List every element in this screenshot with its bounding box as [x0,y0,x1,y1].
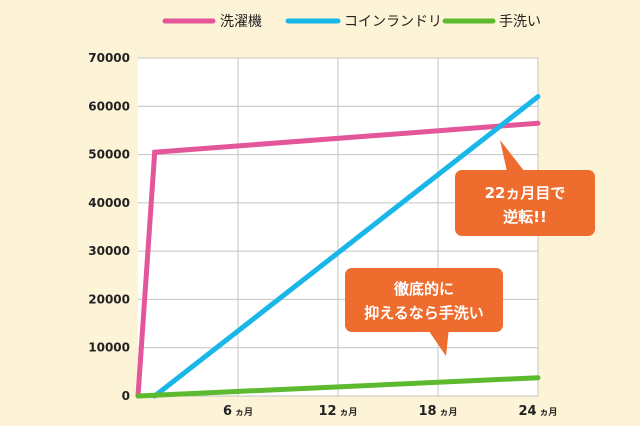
y-tick-label: 10000 [88,341,130,355]
callout-pointer [500,140,528,176]
legend-label: コインランドリー [344,14,456,30]
callout-line: 22ヵ月目で [485,184,566,202]
callout-handwash: 徹底的に 抑えるなら手洗い [345,268,503,356]
x-tick-label: 12 ヵ月 [318,404,357,419]
callout-box [345,268,503,332]
y-tick-label: 60000 [88,99,130,113]
legend-item-handwash: 手洗い [442,14,541,30]
x-axis: 6 ヵ月 12 ヵ月 18 ヵ月 24 ヵ月 [223,404,558,419]
legend-item-laundromat: コインランドリー [285,14,456,30]
legend: 洗濯機 コインランドリー 手洗い [162,14,541,30]
series-line [135,120,541,399]
x-tick-label: 18 ヵ月 [418,404,457,419]
legend-label: 洗濯機 [220,14,262,30]
callout-reversal: 22ヵ月目で 逆転!! [455,140,595,236]
y-tick-label: 0 [122,389,130,403]
callout-line: 抑えるなら手洗い [364,304,484,322]
x-tick-label: 6 ヵ月 [223,404,253,419]
y-tick-label: 70000 [88,51,130,65]
series-lines [135,94,541,399]
callout-line: 徹底的に [393,280,454,298]
legend-item-washer: 洗濯機 [162,14,262,30]
y-axis: 0 10000 20000 30000 40000 50000 60000 70000 [88,51,130,403]
y-tick-label: 20000 [88,292,130,306]
y-tick-label: 30000 [88,244,130,258]
y-tick-label: 40000 [88,196,130,210]
x-tick-label: 24 ヵ月 [518,404,557,419]
callout-box [455,170,595,236]
legend-label: 手洗い [499,14,541,30]
series-line [135,375,541,399]
y-tick-label: 50000 [88,148,130,162]
series-line [152,94,541,399]
callout-line: 逆転!! [503,208,547,226]
